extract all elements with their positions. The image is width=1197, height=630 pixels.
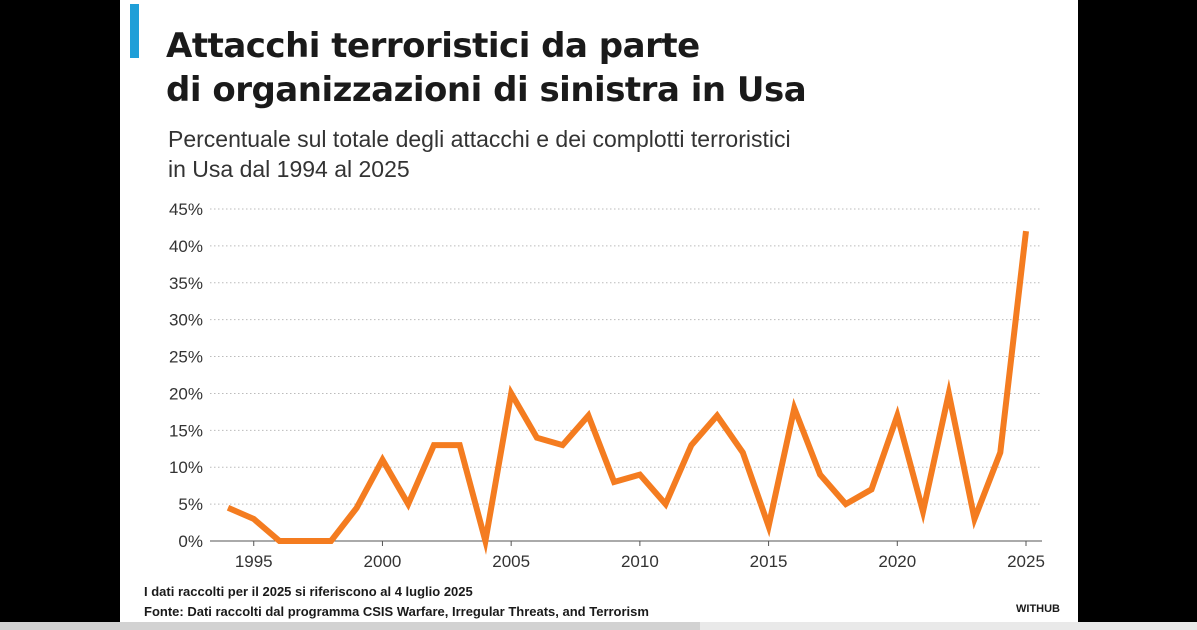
x-axis-ticks: 1995 2000 2005 2010 2015 2020 2025 [235,541,1045,571]
series-line [226,230,1029,555]
y-tick-label: 10% [169,458,203,477]
y-tick-label: 20% [169,384,203,403]
chart-card: Attacchi terroristici da parte di organi… [120,0,1078,622]
footer-notes: I dati raccolti per il 2025 si riferisco… [144,582,649,622]
chart-title-line1: Attacchi terroristici da parte [166,26,700,66]
bottom-strip-dark [0,622,700,630]
accent-bar [130,4,139,58]
x-tick-label: 2015 [750,552,788,571]
x-tick-label: 2000 [364,552,402,571]
x-tick-label: 2025 [1007,552,1045,571]
x-tick-label: 2010 [621,552,659,571]
data-note: I dati raccolti per il 2025 si riferisco… [144,584,473,599]
brand-logo: WITHUB [1016,603,1060,615]
grid-lines [210,208,1042,542]
chart-subtitle-line1: Percentuale sul totale degli attacchi e … [168,126,791,152]
chart-subtitle-line2: in Usa dal 1994 al 2025 [168,156,410,182]
y-tick-label: 0% [178,532,203,551]
chart-subtitle: Percentuale sul totale degli attacchi e … [168,124,791,184]
line-chart: 0% 5% 10% 15% 20% 25% 30% 35% 40% 45% 1995 2000 200… [169,200,1045,571]
y-tick-label: 45% [169,200,203,219]
chart-title-line2: di organizzazioni di sinistra in Usa [166,70,807,110]
bottom-strip [0,622,1197,630]
y-tick-label: 25% [169,348,203,367]
y-tick-label: 15% [169,421,203,440]
x-tick-label: 2020 [878,552,916,571]
y-tick-label: 40% [169,237,203,256]
y-tick-label: 5% [178,495,203,514]
x-tick-label: 2005 [492,552,530,571]
x-tick-label: 1995 [235,552,273,571]
y-tick-label: 35% [169,274,203,293]
chart-title: Attacchi terroristici da parte di organi… [166,24,807,112]
series-layer [226,230,1029,555]
y-tick-label: 30% [169,311,203,330]
y-axis-ticks: 0% 5% 10% 15% 20% 25% 30% 35% 40% 45% [169,200,203,551]
source-note: Fonte: Dati raccolti dal programma CSIS … [144,604,649,619]
